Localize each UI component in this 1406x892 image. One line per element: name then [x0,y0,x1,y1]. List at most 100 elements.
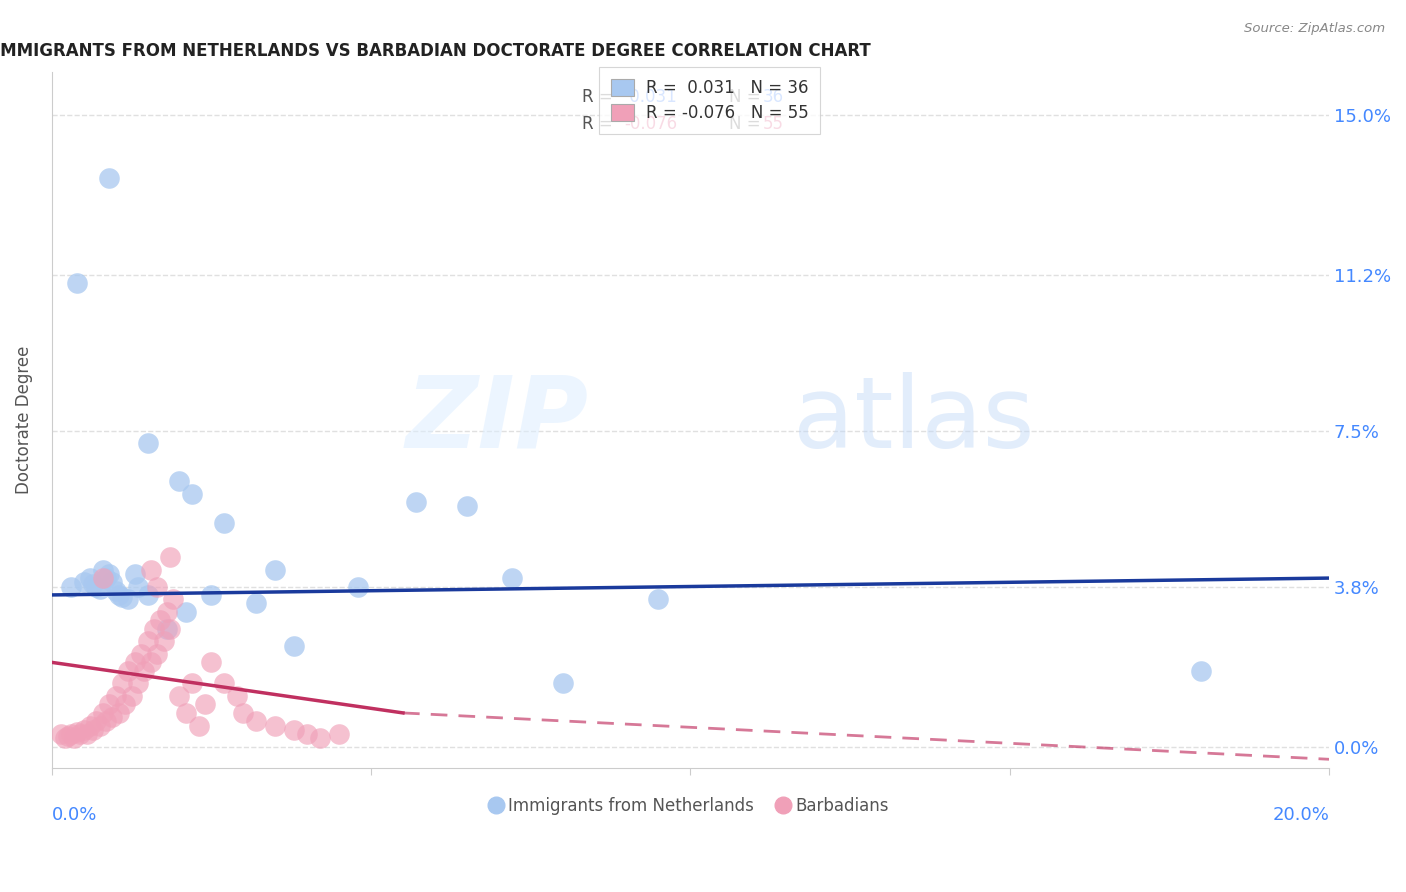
Text: Source: ZipAtlas.com: Source: ZipAtlas.com [1244,22,1385,36]
Point [104,689,127,703]
Point [98,170,121,185]
Point [200,588,222,602]
Point [212,676,235,690]
Point [264,563,287,577]
Point [86,714,108,729]
Point [91,706,114,720]
Point [104,583,127,598]
Point [194,698,217,712]
Point [139,656,162,670]
Point [264,718,287,732]
Text: 55: 55 [763,115,785,134]
Point [156,605,179,619]
Point [647,592,669,607]
Point [232,706,254,720]
Point [127,580,149,594]
Text: 0.0%: 0.0% [52,806,97,824]
Point [79,571,101,585]
Point [169,689,191,703]
Point [101,575,124,590]
Point [79,718,101,732]
Point [111,676,134,690]
Point [82,723,104,737]
Point [174,706,197,720]
Point [59,580,82,594]
Point [295,727,318,741]
Point [124,566,146,581]
Text: R =: R = [582,115,617,134]
Point [82,577,104,591]
Text: 20.0%: 20.0% [1272,806,1329,824]
Point [136,588,159,602]
Point [152,634,174,648]
Point [56,729,79,743]
Point [162,592,184,607]
Point [89,582,111,596]
Y-axis label: Doctorate Degree: Doctorate Degree [15,346,32,494]
Point [129,647,152,661]
Text: 36: 36 [763,87,785,105]
Point [94,714,117,729]
Text: N =: N = [728,87,766,105]
Point [146,580,169,594]
Point [309,731,332,746]
Point [121,689,143,703]
Point [98,566,121,581]
Point [134,664,156,678]
Point [174,605,197,619]
Point [91,563,114,577]
Point [91,571,114,585]
Legend: Immigrants from Netherlands, Barbadians: Immigrants from Netherlands, Barbadians [485,790,896,822]
Point [146,647,169,661]
Text: -0.076: -0.076 [624,115,678,134]
Point [98,698,121,712]
Point [136,634,159,648]
Point [200,656,222,670]
Point [66,725,89,739]
Point [187,718,209,732]
Point [94,571,117,585]
Point [101,710,124,724]
Point [114,698,136,712]
Point [136,436,159,450]
Point [283,723,305,737]
Point [169,474,191,488]
Point [328,727,350,741]
Point [111,590,134,604]
Point [107,706,129,720]
Point [89,718,111,732]
Point [226,689,249,703]
Point [181,487,204,501]
Point [159,549,181,564]
Point [69,727,91,741]
Point [73,575,96,590]
Point [283,639,305,653]
Text: ZIP: ZIP [405,372,588,468]
Point [59,727,82,741]
Point [63,731,86,746]
Point [107,588,129,602]
Point [117,592,139,607]
Point [51,727,73,741]
Point [156,622,179,636]
Point [53,731,76,746]
Point [456,500,478,514]
Point [347,580,370,594]
Text: R =: R = [582,87,617,105]
Point [142,622,165,636]
Point [551,676,574,690]
Point [501,571,523,585]
Text: N =: N = [728,115,766,134]
Point [127,676,149,690]
Point [86,580,108,594]
Point [245,596,267,610]
Text: IMMIGRANTS FROM NETHERLANDS VS BARBADIAN DOCTORATE DEGREE CORRELATION CHART: IMMIGRANTS FROM NETHERLANDS VS BARBADIAN… [0,42,872,60]
Text: atlas: atlas [793,372,1035,468]
Point [405,495,427,509]
Point [66,276,89,290]
Point [159,622,181,636]
Text: 0.031: 0.031 [624,87,676,105]
Point [124,656,146,670]
Point [212,516,235,531]
Point [117,664,139,678]
